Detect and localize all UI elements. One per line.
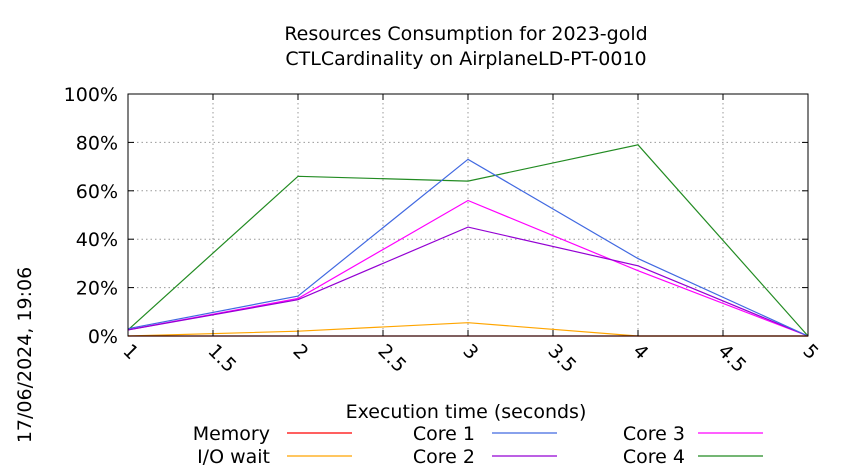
- legend-label: Core 2: [413, 446, 475, 468]
- y-tick-label: 80%: [76, 132, 118, 154]
- series-line-core-1: [127, 158, 809, 337]
- x-tick-label: 4.5: [713, 340, 750, 377]
- chart-title-line-2: CTLCardinality on AirplaneLD-PT-0010: [285, 48, 646, 70]
- x-tick-label: 5: [798, 340, 822, 364]
- x-tick-label: 2: [288, 340, 312, 364]
- x-tick-label: 3.5: [543, 340, 580, 377]
- series-lines: [127, 144, 809, 337]
- y-tick-label: 40%: [76, 229, 118, 251]
- legend-label: Core 3: [623, 423, 685, 445]
- legend-label: Memory: [193, 423, 270, 445]
- y-tick-label: 0%: [88, 326, 118, 348]
- x-axis-label: Execution time (seconds): [346, 401, 587, 423]
- x-tick-label: 1.5: [203, 340, 240, 377]
- y-tick-label: 20%: [76, 278, 118, 300]
- x-tick-label: 3: [458, 340, 482, 364]
- x-tick-label: 2.5: [373, 340, 410, 377]
- legend-label: Core 4: [623, 446, 685, 468]
- y-tick-label: 100%: [64, 84, 118, 106]
- legend-label: Core 1: [413, 423, 475, 445]
- series-line-core-2: [127, 226, 809, 337]
- legend-label: I/O wait: [197, 446, 270, 468]
- series-line-core-4: [127, 144, 809, 337]
- y-tick-label: 60%: [76, 181, 118, 203]
- grid-lines: [128, 94, 808, 336]
- series-line-core-3: [127, 199, 809, 337]
- y-axis-ticks: 0% 20% 40% 60% 80% 100%: [64, 84, 808, 348]
- timestamp-label: 17/06/2024, 19:06: [14, 267, 36, 443]
- x-tick-label: 4: [628, 340, 652, 364]
- chart-title-line-1: Resources Consumption for 2023-gold: [284, 23, 647, 45]
- x-axis-ticks: 1 1.5 2 2.5 3 3.5 4 4.5 5: [118, 94, 823, 377]
- x-tick-label: 1: [118, 340, 142, 364]
